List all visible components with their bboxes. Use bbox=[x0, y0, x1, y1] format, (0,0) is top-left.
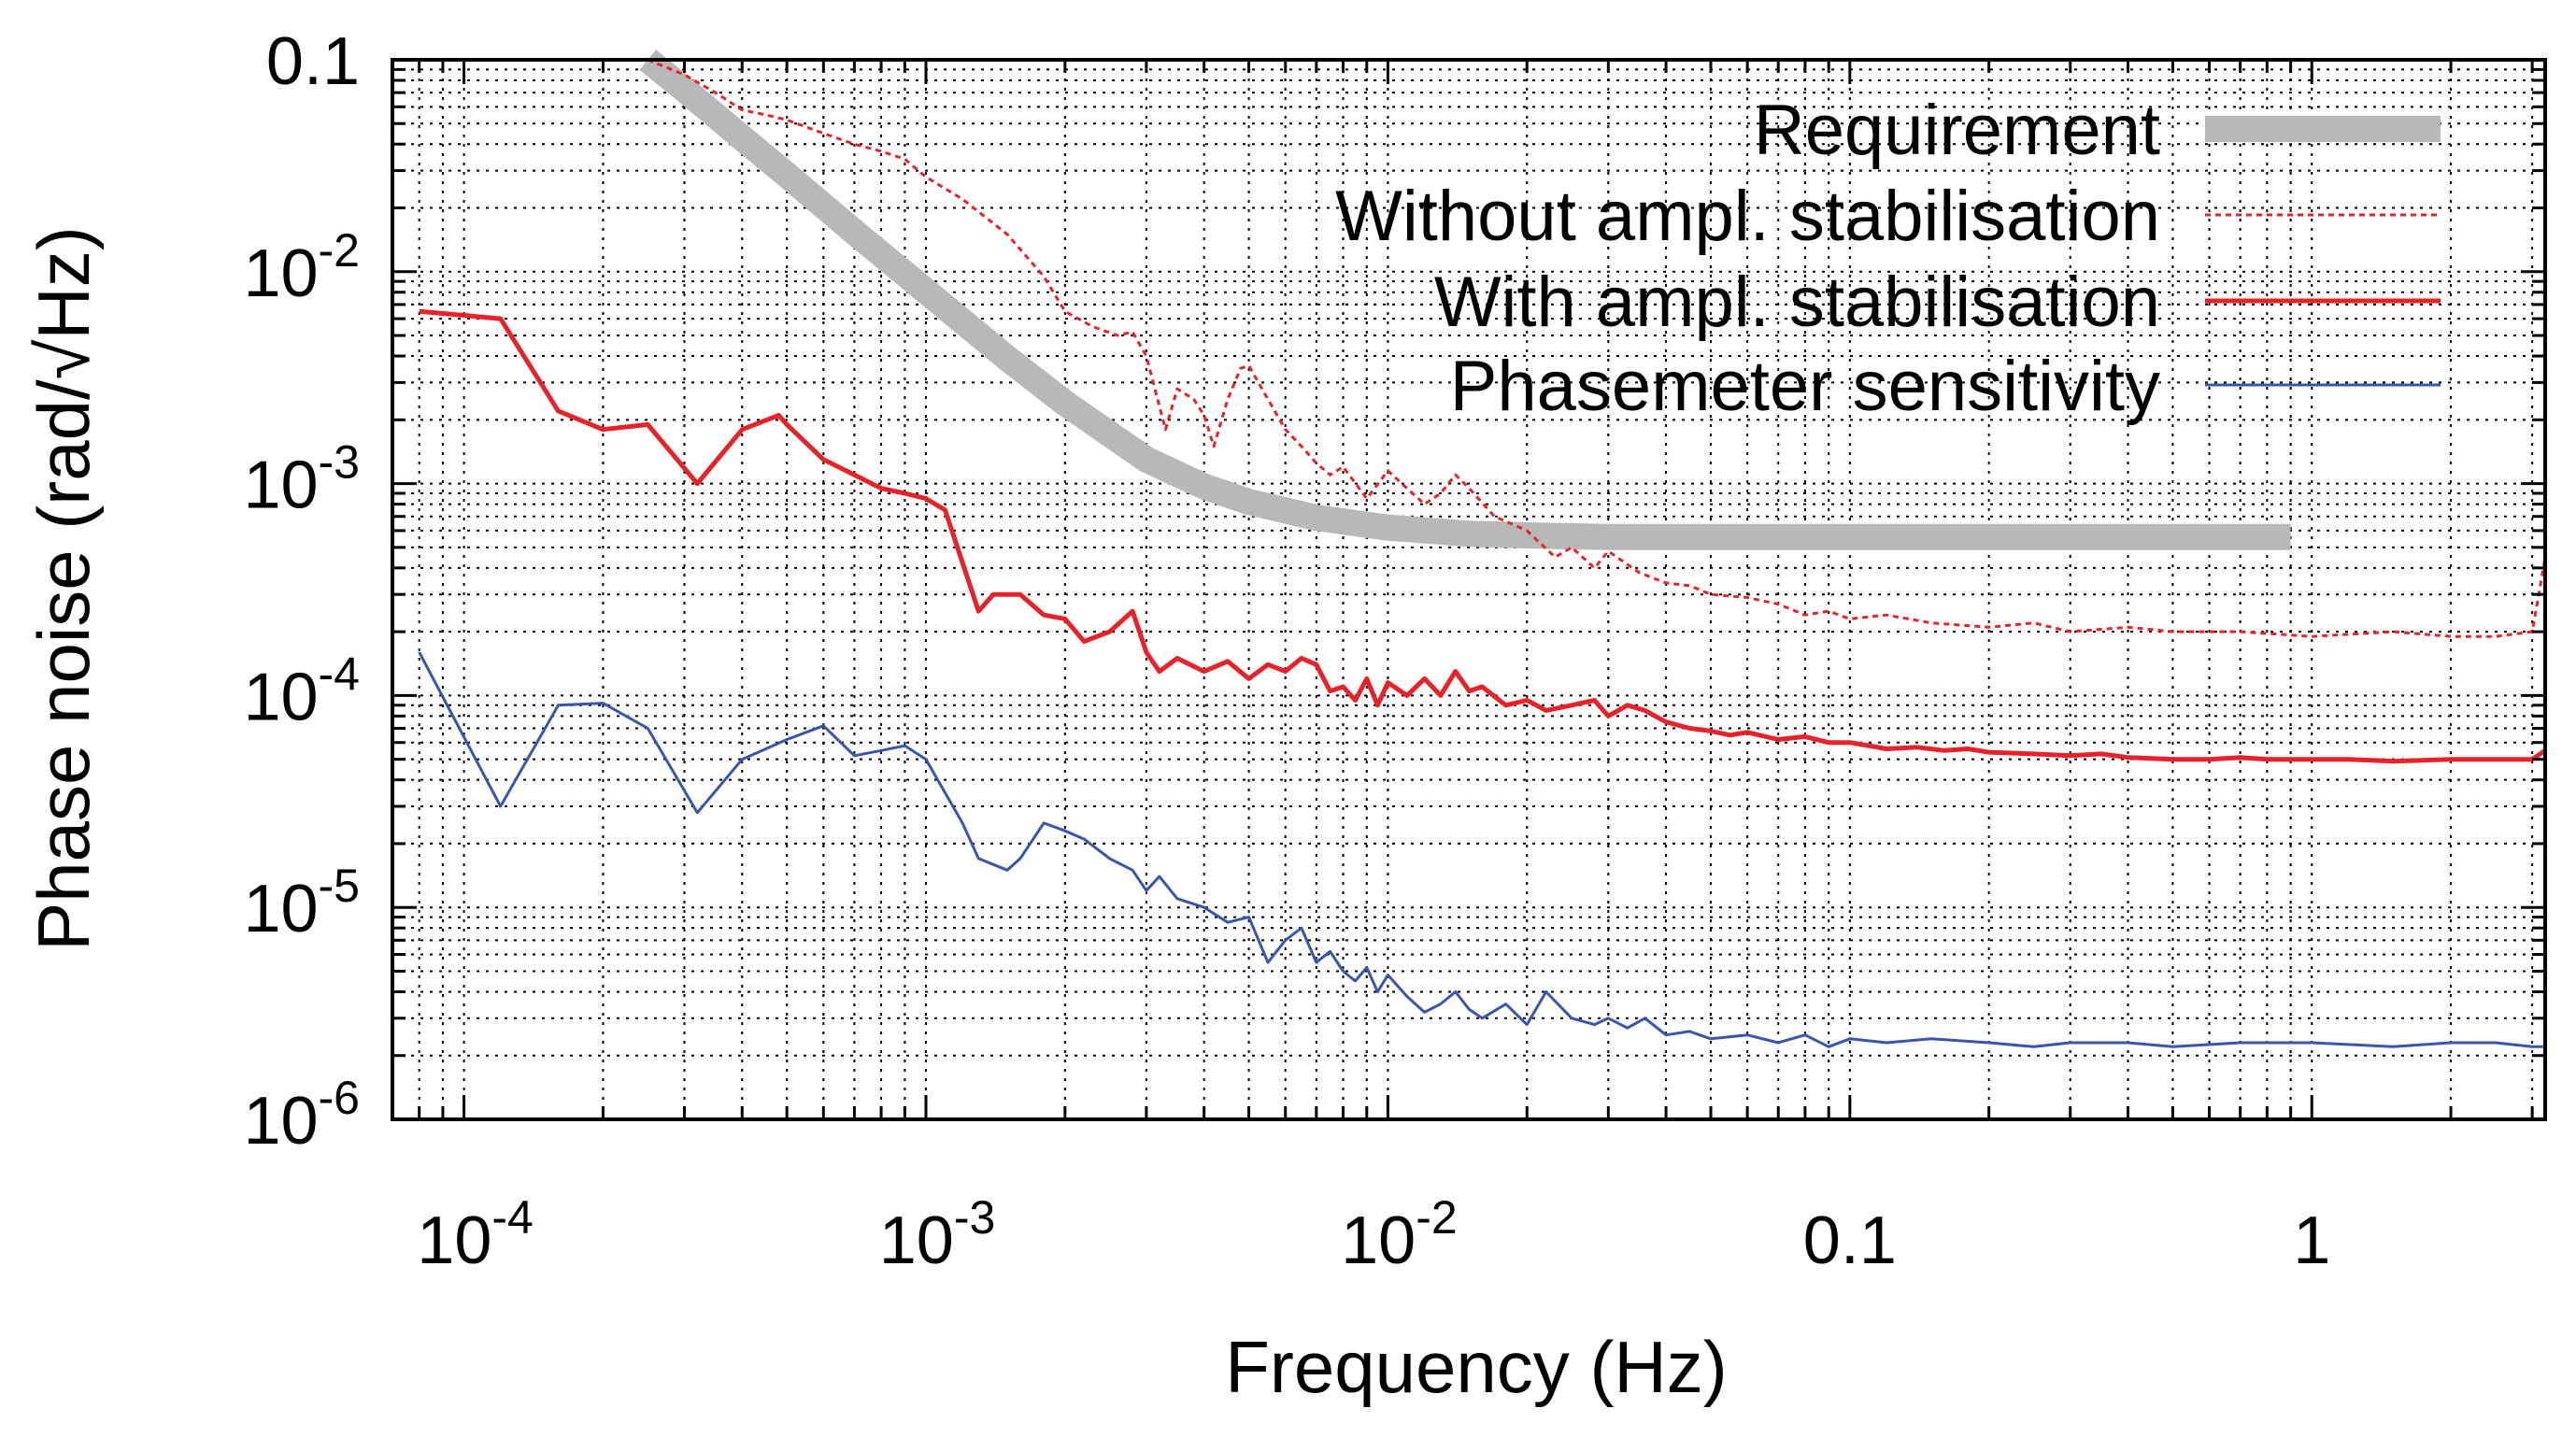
series-line-1 bbox=[647, 58, 2547, 638]
x-tick-label: 1 bbox=[2293, 1203, 2330, 1278]
x-tick-label: 10-3 bbox=[879, 1191, 996, 1278]
y-tick-label: 10-3 bbox=[243, 436, 360, 523]
x-tick-label: 0.1 bbox=[1803, 1203, 1897, 1278]
grid-layer bbox=[391, 59, 2545, 1120]
x-tick-label: 10-4 bbox=[417, 1191, 534, 1278]
plot-frame bbox=[391, 58, 2547, 1121]
x-tick-label: 10-2 bbox=[1341, 1191, 1458, 1278]
y-axis-title: Phase noise (rad/√Hz) bbox=[22, 226, 105, 950]
label-layer: 10-4 10-3 10-2 0.1 1 10-6 10-5 10-4 10-3 10-2 0.1 bbox=[243, 24, 2330, 1278]
y-tick-label: 10-2 bbox=[243, 224, 360, 311]
legend-label: With ampl. stabilisation bbox=[1434, 263, 2160, 342]
series-line-3 bbox=[418, 651, 2545, 1048]
legend-label: Without ampl. stabilisation bbox=[1335, 177, 2160, 256]
y-tick-label: 10-5 bbox=[243, 860, 360, 946]
y-tick-label: 0.1 bbox=[266, 24, 360, 99]
series-line-0 bbox=[639, 50, 2291, 550]
y-tick-label: 10-4 bbox=[243, 647, 360, 734]
series-line-2 bbox=[419, 308, 2547, 764]
frame-layer bbox=[391, 58, 2547, 1121]
legend-label: Phasemeter sensitivity bbox=[1450, 347, 2160, 426]
x-axis-title: Frequency (Hz) bbox=[1225, 1326, 1727, 1408]
legend-label: Requirement bbox=[1754, 91, 2160, 170]
series-layer bbox=[418, 50, 2547, 1048]
y-tick-label: 10-6 bbox=[243, 1072, 360, 1159]
